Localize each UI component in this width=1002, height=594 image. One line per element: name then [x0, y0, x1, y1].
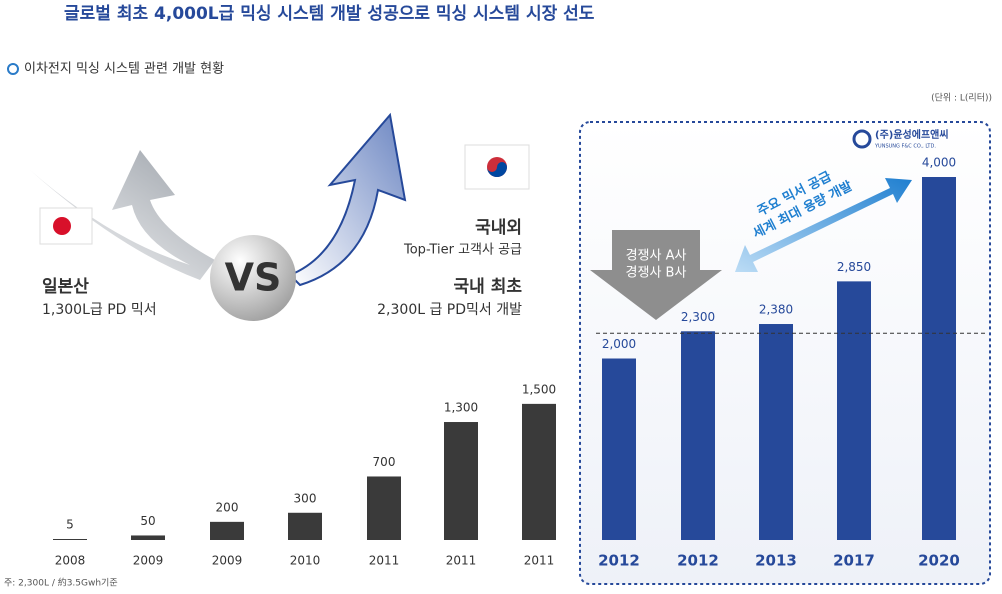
growth-arrow — [735, 178, 912, 272]
flag-korea-yin — [487, 162, 507, 177]
bar — [837, 281, 871, 540]
value-label: 2,380 — [759, 303, 793, 317]
logo-en: YUNSUNG F&C CO., LTD. — [874, 144, 936, 150]
x-tick-label: 2010 — [290, 554, 321, 568]
value-label: 2,300 — [681, 310, 715, 324]
x-tick-label: 2012 — [598, 552, 640, 570]
value-label: 4,000 — [922, 156, 956, 170]
bar — [602, 358, 636, 540]
competitor-arrow — [590, 230, 722, 320]
vs: VS — [225, 256, 282, 300]
value-label: 1,300 — [444, 401, 478, 415]
footnote: 주: 2,300L / 約3.5Gwh기준 — [4, 577, 118, 589]
value-label: 200 — [216, 500, 239, 514]
x-tick-label: 2012 — [677, 552, 719, 570]
bar — [210, 521, 244, 540]
logo: (주)윤성에프앤씨 — [875, 128, 949, 141]
korea-text: Top-Tier 고객사 공급 — [403, 243, 522, 258]
bar — [444, 422, 478, 540]
title: 글로벌 최초 4,000L급 믹싱 시스템 개발 성공으로 믹싱 시스템 시장 … — [64, 4, 595, 24]
bar — [131, 535, 165, 540]
bar — [288, 512, 322, 540]
arrow-japan — [30, 150, 215, 280]
x-tick-label: 2008 — [55, 554, 86, 568]
value-label: 2,850 — [837, 260, 871, 274]
competitor: 경쟁사 A사 — [626, 249, 687, 264]
x-tick-label: 2011 — [369, 554, 400, 568]
bar — [922, 177, 956, 540]
korea-title: 국내외 — [475, 218, 522, 238]
bullet — [7, 63, 19, 75]
value-label: 300 — [294, 491, 317, 505]
arrow-korea — [288, 112, 407, 287]
x-tick-label: 2011 — [524, 554, 555, 568]
bar — [53, 539, 87, 540]
value-label: 50 — [140, 514, 155, 528]
korea-title: 국내 최초 — [454, 277, 523, 297]
unit: (단위 : L(리터)) — [931, 93, 992, 104]
vs-ball — [210, 235, 296, 321]
bar — [522, 403, 556, 540]
bar — [681, 331, 715, 540]
japan-title: 일본산 — [42, 277, 89, 297]
bar — [367, 476, 401, 540]
korea-text: 2,300L 급 PD믹서 개발 — [377, 302, 522, 318]
japan-text: 1,300L급 PD 믹서 — [42, 302, 157, 318]
value-label: 1,500 — [522, 382, 556, 396]
logo-mark — [852, 129, 872, 149]
x-tick-label: 2009 — [133, 554, 164, 568]
x-tick-label: 2009 — [212, 554, 243, 568]
bar — [759, 324, 793, 540]
x-tick-label: 2013 — [755, 552, 797, 570]
value-label: 2,000 — [602, 337, 636, 351]
value-label: 5 — [66, 518, 74, 532]
competitor: 경쟁사 B사 — [626, 266, 687, 281]
x-tick-label: 2011 — [446, 554, 477, 568]
flag-japan-sun — [53, 217, 71, 235]
value-label: 700 — [373, 455, 396, 469]
subtitle: 이차전지 믹싱 시스템 관련 개발 현황 — [24, 62, 224, 77]
x-tick-label: 2020 — [918, 552, 960, 570]
x-tick-label: 2017 — [833, 552, 875, 570]
